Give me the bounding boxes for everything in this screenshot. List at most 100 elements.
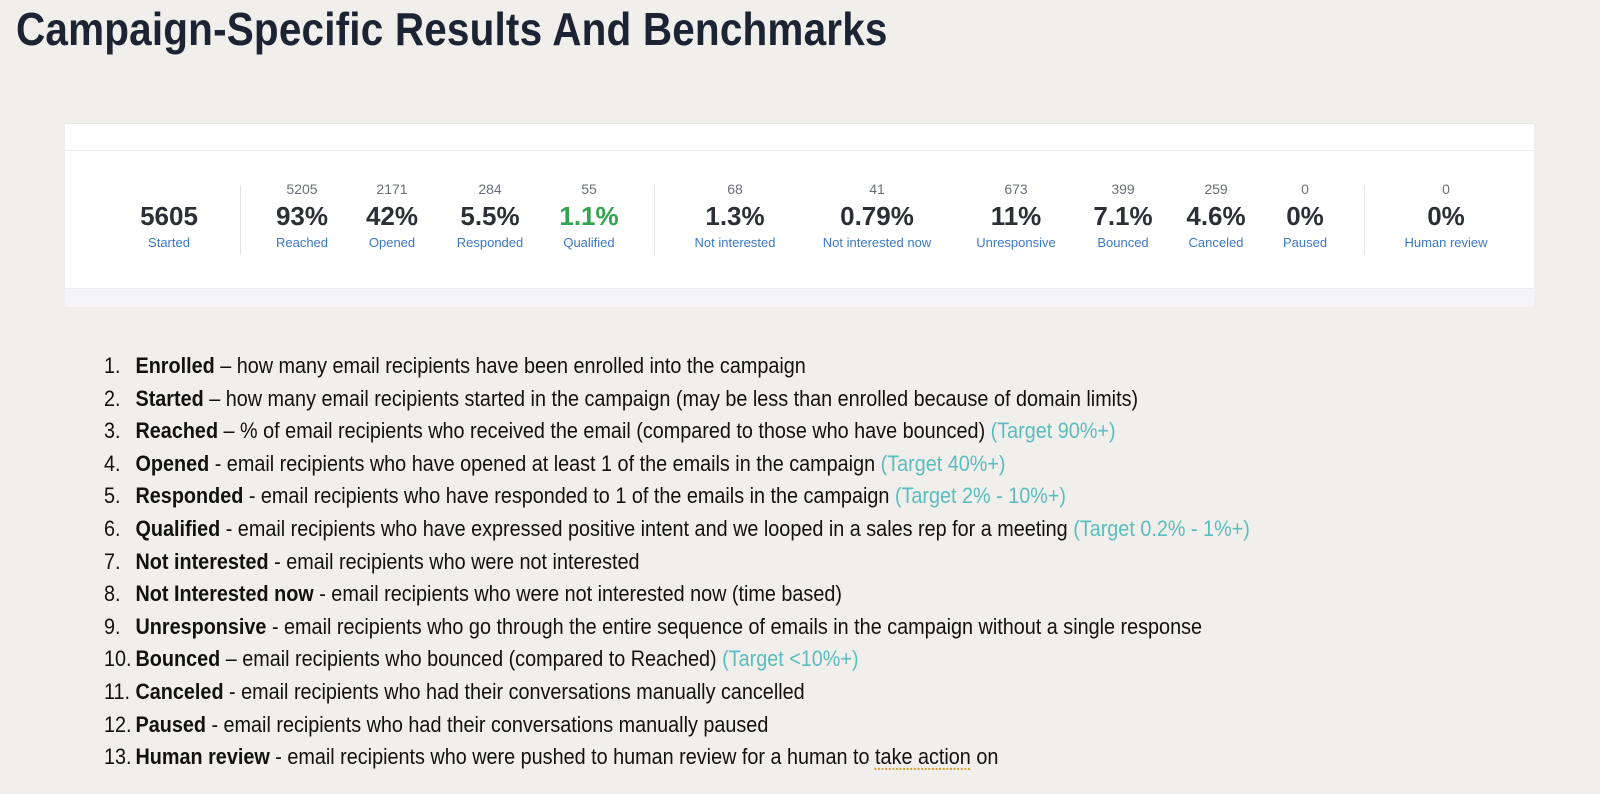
item-number: 9. [104,613,121,639]
stats-divider [654,185,655,255]
stat-value: 1.1% [559,201,619,231]
list-item: 11. Canceled - email recipients who had t… [104,676,1250,709]
item-term: Human review [135,744,270,770]
stat-label: Not interested [694,235,776,250]
stat-human-review[interactable]: 0 0% Human review [1404,180,1487,251]
item-target: (Target 0.2% - 1%+) [1073,515,1250,541]
metric-definitions-list: 1. Enrolled – how many email recipients h… [104,350,1377,774]
list-item: 1. Enrolled – how many email recipients h… [104,350,1250,383]
item-description: – how many email recipients started in t… [203,385,1139,411]
item-term: Not Interested now [135,581,314,607]
item-description: - email recipients who have responded to… [243,483,895,509]
stat-count: 2171 [376,181,408,197]
stat-count: 0 [1442,181,1450,197]
item-number: 7. [104,548,121,574]
item-term: Not interested [135,548,269,574]
item-number: 1. [104,353,121,378]
item-target: (Target 2% - 10%+) [894,483,1067,509]
item-term: Canceled [135,678,224,704]
item-description-tail: on [970,744,999,770]
item-term: Paused [135,711,206,737]
list-item: 9. Unresponsive - email recipients who go… [104,611,1250,644]
item-term: Reached [135,418,219,444]
stats-divider [240,185,241,255]
item-term: Enrolled [135,353,215,378]
list-item: 4. Opened - email recipients who have ope… [104,448,1250,481]
stat-responded[interactable]: 284 5.5% Responded [457,180,524,251]
item-term: Unresponsive [135,613,267,639]
list-item: 3. Reached – % of email recipients who re… [104,415,1250,448]
stat-label: Human review [1404,235,1488,250]
item-number: 8. [104,581,121,607]
item-number: 2. [104,385,121,411]
stat-opened[interactable]: 2171 42% Opened [366,180,418,251]
campaign-stats-panel: 5605 Started 5205 93% Reached 2171 42% O… [65,123,1534,307]
stat-value: 0.79% [840,201,914,231]
item-number: 3. [104,418,121,444]
stat-value: 7.1% [1093,201,1153,231]
item-number: 4. [104,450,121,476]
stat-unresponsive[interactable]: 673 11% Unresponsive [976,180,1056,251]
item-description: - email recipients who were not interest… [268,548,640,574]
stat-paused[interactable]: 0 0% Paused [1283,180,1327,251]
stats-divider [1364,185,1365,255]
stat-canceled[interactable]: 259 4.6% Canceled [1186,180,1245,251]
list-item: 2. Started – how many email recipients st… [104,383,1250,416]
stat-count: 68 [727,181,743,197]
item-description: – % of email recipients who received the… [218,418,991,444]
item-term: Started [135,385,204,411]
stat-count: 5205 [286,181,318,197]
item-description: - email recipients who have expressed po… [220,515,1074,541]
stat-label: Bounced [1097,235,1149,250]
stat-value: 4.6% [1186,201,1246,231]
item-number: 12. [104,711,132,737]
item-term: Qualified [135,515,221,541]
list-item: 13. Human review - email recipients who w… [104,741,1250,774]
item-number: 5. [104,483,121,509]
stat-count: 55 [581,181,597,197]
spellcheck-flagged-text[interactable]: take action [875,744,971,770]
item-number: 13. [104,744,132,770]
stat-value: 5605 [140,201,198,231]
stat-value: 42% [365,201,419,231]
stat-not-interested-now[interactable]: 41 0.79% Not interested now [823,180,931,251]
stat-reached[interactable]: 5205 93% Reached [276,180,328,251]
list-item: 8. Not Interested now - email recipients … [104,578,1250,611]
stat-label: Not interested now [822,235,932,250]
item-term: Responded [135,483,244,509]
stat-bounced[interactable]: 399 7.1% Bounced [1093,180,1152,251]
item-target: (Target 40%+) [880,450,1006,476]
stat-not-interested[interactable]: 68 1.3% Not interested [695,180,776,251]
list-item: 10. Bounced – email recipients who bounce… [104,643,1250,676]
item-number: 10. [104,646,132,672]
item-description: - email recipients who had their convers… [223,678,805,704]
stat-value: 0% [1286,201,1324,231]
stat-count: 284 [478,181,502,197]
item-description: - email recipients who had their convers… [205,711,769,737]
stat-label: Reached [275,235,329,250]
stat-label: Canceled [1188,235,1244,250]
stat-count: 673 [1004,181,1028,197]
item-description: - email recipients who were pushed to hu… [269,744,876,770]
stat-value: 11% [990,201,1042,231]
list-item: 5. Responded - email recipients who have … [104,480,1250,513]
stat-value: 1.3% [705,201,765,231]
stat-started[interactable]: 5605 Started [140,180,198,251]
item-description: - email recipients who have opened at le… [209,450,881,476]
item-term: Opened [135,450,210,476]
stat-value: 93% [275,201,329,231]
stat-count: 41 [869,181,885,197]
stat-count: 0 [1301,181,1309,197]
stat-count: 259 [1204,181,1228,197]
item-target: (Target <10%+) [722,646,859,672]
stat-value: 0% [1427,201,1465,231]
stat-label: Responded [456,235,524,250]
item-number: 11. [104,678,131,704]
stat-qualified[interactable]: 55 1.1% Qualified [559,180,618,251]
item-description: – how many email recipients have been en… [214,353,806,378]
stat-label: Opened [368,235,416,250]
panel-footer-band [65,288,1534,307]
stat-count: 399 [1111,181,1135,197]
stat-label: Qualified [563,235,615,250]
list-item: 6. Qualified - email recipients who have … [104,513,1250,546]
